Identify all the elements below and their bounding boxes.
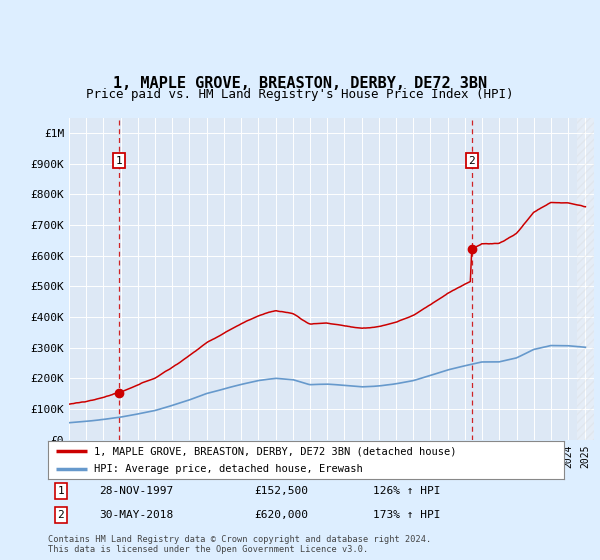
Text: 126% ↑ HPI: 126% ↑ HPI	[373, 486, 440, 496]
Text: £620,000: £620,000	[254, 510, 308, 520]
Text: 28-NOV-1997: 28-NOV-1997	[100, 486, 174, 496]
Text: 2: 2	[58, 510, 64, 520]
Text: 30-MAY-2018: 30-MAY-2018	[100, 510, 174, 520]
Text: Contains HM Land Registry data © Crown copyright and database right 2024.
This d: Contains HM Land Registry data © Crown c…	[48, 535, 431, 554]
Text: Price paid vs. HM Land Registry's House Price Index (HPI): Price paid vs. HM Land Registry's House …	[86, 88, 514, 101]
Text: 1: 1	[58, 486, 64, 496]
Bar	[577, 118, 600, 440]
Text: 1: 1	[116, 156, 122, 166]
Text: 1, MAPLE GROVE, BREASTON, DERBY, DE72 3BN: 1, MAPLE GROVE, BREASTON, DERBY, DE72 3B…	[113, 76, 487, 91]
Text: 1, MAPLE GROVE, BREASTON, DERBY, DE72 3BN (detached house): 1, MAPLE GROVE, BREASTON, DERBY, DE72 3B…	[94, 446, 457, 456]
Text: 173% ↑ HPI: 173% ↑ HPI	[373, 510, 440, 520]
Text: £152,500: £152,500	[254, 486, 308, 496]
Text: 2: 2	[469, 156, 475, 166]
Text: HPI: Average price, detached house, Erewash: HPI: Average price, detached house, Erew…	[94, 464, 363, 474]
